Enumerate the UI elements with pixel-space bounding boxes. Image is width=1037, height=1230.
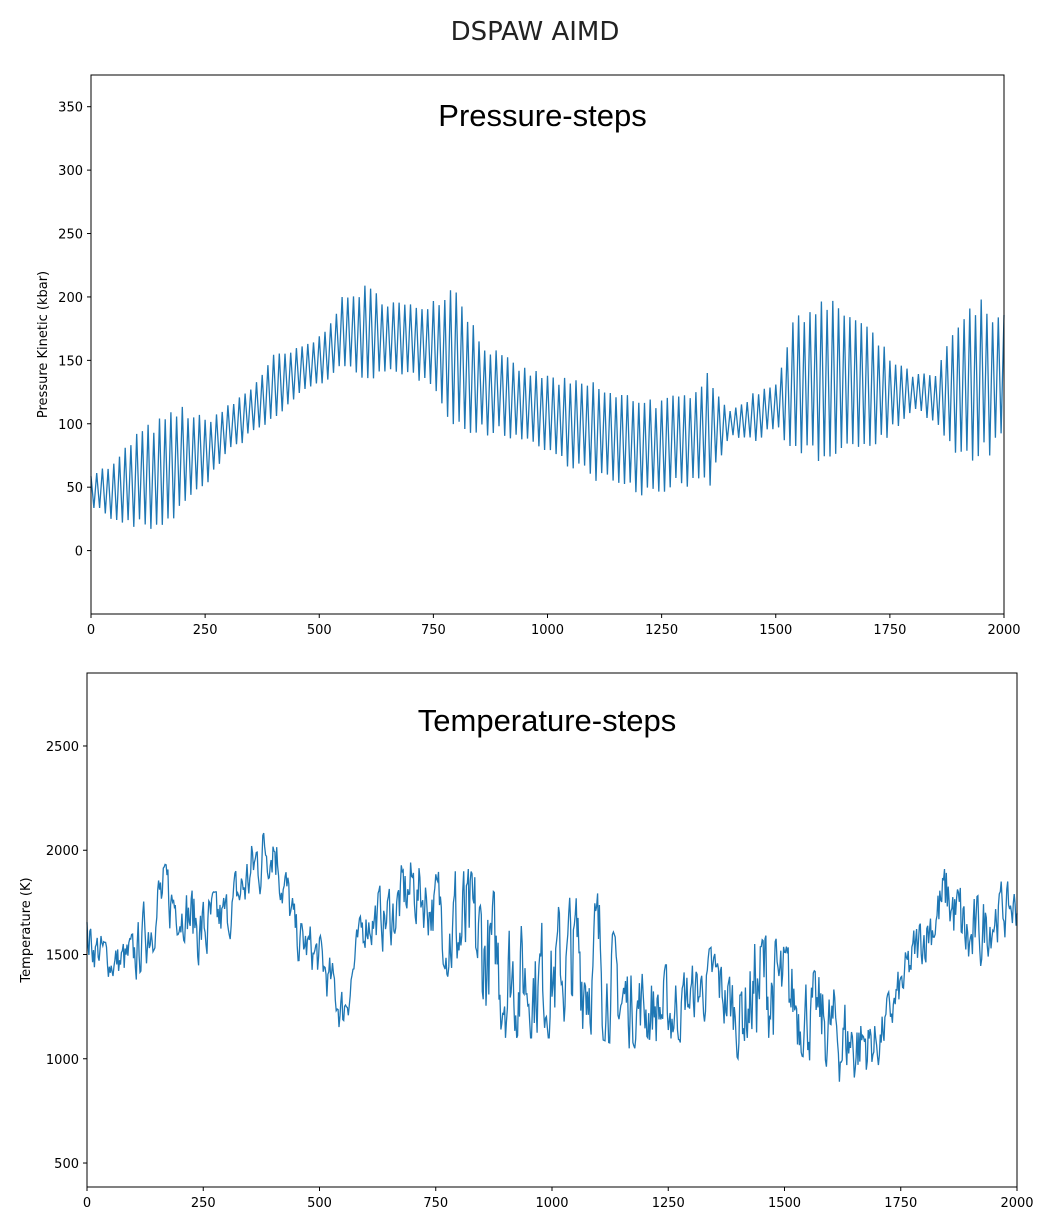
x-tick-label: 1250 [652, 1196, 685, 1211]
x-tick-label: 1000 [535, 1196, 568, 1211]
x-tick-label: 250 [193, 623, 218, 638]
x-tick-label: 0 [83, 1196, 91, 1211]
x-tick-label: 250 [191, 1196, 216, 1211]
x-tick-label: 1000 [531, 623, 564, 638]
y-tick-label: 350 [58, 101, 83, 116]
x-tick-label: 0 [87, 623, 95, 638]
y-tick-label: 1000 [46, 1053, 79, 1068]
y-axis-label: Pressure Kinetic (kbar) [36, 271, 51, 418]
y-tick-label: 2500 [46, 740, 79, 755]
x-tick-label: 500 [307, 1196, 332, 1211]
x-tick-label: 750 [421, 623, 446, 638]
y-tick-label: 0 [75, 545, 83, 560]
x-tick-label: 2000 [1000, 1196, 1033, 1211]
y-tick-label: 250 [58, 228, 83, 243]
pressure-axes: 0 250 500 750 1000 1250 1500 1750 2000 0 50 100 150 2… [36, 74, 1021, 638]
x-tick-label: 1750 [884, 1196, 917, 1211]
x-tick-label: 2000 [987, 623, 1020, 638]
x-tick-label: 1500 [768, 1196, 801, 1211]
axes-frame [86, 672, 1018, 1188]
x-tick-label: 1750 [873, 623, 906, 638]
temperature-axes: 0 250 500 750 1000 1250 1500 1750 2000 500 1000 150… [19, 672, 1034, 1211]
y-tick-label: 2000 [46, 844, 79, 859]
y-axis-label: Temperature (K) [19, 877, 34, 983]
series-line [90, 285, 1005, 529]
y-tick-label: 200 [58, 291, 83, 306]
y-tick-label: 500 [54, 1157, 79, 1172]
y-tick-label: 300 [58, 164, 83, 179]
x-tick-label: 500 [307, 623, 332, 638]
y-tick-label: 150 [58, 354, 83, 369]
axes-title: Pressure-steps [438, 98, 646, 133]
figure-title: DSPAW AIMD [451, 17, 620, 47]
axes-title: Temperature-steps [418, 703, 676, 738]
x-tick-label: 750 [423, 1196, 448, 1211]
x-tick-label: 1250 [645, 623, 678, 638]
y-tick-label: 50 [66, 481, 83, 496]
y-tick-label: 1500 [46, 949, 79, 964]
x-tick-label: 1500 [759, 623, 792, 638]
y-tick-label: 100 [58, 418, 83, 433]
series-line [86, 832, 1018, 1082]
